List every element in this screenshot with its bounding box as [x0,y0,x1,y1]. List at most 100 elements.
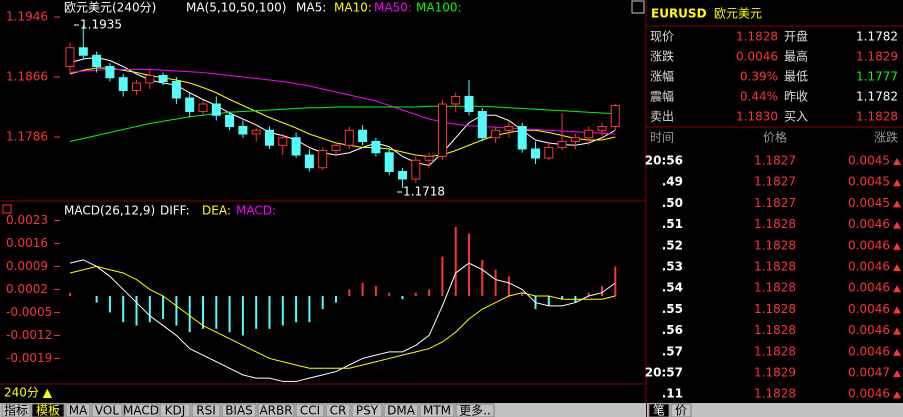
tab[interactable] [295,403,325,417]
y-tick-label: 1.1786 [6,130,48,144]
quote-value: 0.0046 [736,50,778,64]
tab[interactable] [159,403,191,417]
trade-change: 0.0046 [848,302,890,316]
trade-price: 1.1827 [754,175,796,189]
tab-label[interactable]: RSI [196,404,216,417]
trade-change: 0.0045 [848,196,890,210]
tab-label[interactable]: VOL [95,404,119,417]
y-tick-label: 0.0023 [6,213,48,227]
candle-body [584,129,594,139]
tab[interactable] [31,403,65,417]
tab-label[interactable]: KDJ [165,404,186,417]
side-tab[interactable] [648,403,670,417]
trade-price: 1.1827 [754,154,796,168]
tab-label[interactable]: PSY [356,404,379,417]
trade-time: .54 [662,281,683,295]
trade-time: .53 [662,260,683,274]
quote-value: 1.1828 [736,30,778,44]
trade-price: 1.1828 [754,260,796,274]
tab[interactable] [257,403,295,417]
tab-label[interactable]: MTM [423,404,451,417]
candle-body [517,126,527,150]
tab[interactable] [123,403,159,417]
column-header: 时间 [650,131,674,145]
tab-label[interactable]: MA [69,404,88,417]
candle-body [304,154,314,169]
candle-body [371,141,381,154]
tab[interactable] [351,403,383,417]
tab-label[interactable]: BIAS [225,404,253,417]
trade-time: .49 [662,175,683,189]
candle-body [531,148,540,159]
candle-body [544,147,554,159]
tab[interactable] [455,403,495,417]
trade-time: .51 [662,217,683,231]
ma-line [69,105,616,142]
side-tab-label[interactable]: 价 [675,404,687,417]
tab[interactable] [191,403,221,417]
candle-body [211,103,221,116]
tab[interactable] [65,403,91,417]
candle-body [411,159,421,180]
quote-label: 最低 [784,70,808,84]
candle-body [504,126,514,131]
tab[interactable] [1,403,31,417]
candle-body [464,96,474,112]
quote-value: 1.1782 [856,30,898,44]
tab[interactable] [383,403,419,417]
quote-value: 0.44% [740,90,778,104]
candle-body [278,137,288,146]
tab-label[interactable]: 更多.. [459,404,491,417]
trade-time: .11 [662,387,683,401]
tab[interactable] [419,403,455,417]
candle-body [477,111,487,139]
period[interactable]: 240分 ▲ [4,386,53,400]
candle-body [570,137,580,142]
side-tab[interactable] [670,403,692,417]
candle-body [158,75,168,82]
y-tick-label: 1.1946 [6,10,48,24]
quote-label: 昨收 [784,90,808,104]
trade-change: 0.0046 [848,217,890,231]
trade-change: 0.0046 [848,238,890,252]
trade-change: 0.0047 [848,366,890,380]
column-header: 价格 [763,130,787,145]
trade-change: 0.0046 [848,281,890,295]
tab-label[interactable]: 指标 [4,403,28,417]
ma-label: MA10: [334,1,372,15]
trade-price: 1.1828 [754,238,796,252]
quote-value: 1.1782 [856,90,898,104]
column-header: 涨跌 [874,130,898,145]
candle-body [398,171,407,180]
tab[interactable] [325,403,351,417]
trade-time: .52 [662,238,683,252]
tab[interactable] [221,403,257,417]
candle-body [251,129,261,135]
high-label: 1.1935 [80,18,122,32]
tab-label[interactable]: CR [330,404,347,417]
trade-price: 1.1829 [754,366,796,380]
trade-price: 1.1828 [754,344,796,358]
tab-label[interactable]: MACD [123,404,159,417]
tab-label[interactable]: CCI [300,404,320,417]
quote-label: 最高 [784,49,808,64]
candle-body [358,129,368,142]
candle-body [105,66,115,79]
y-tick-label: 0.0002 [6,282,48,296]
side-tab-label[interactable]: 笔 [653,403,665,417]
candle-body [185,97,195,112]
tab-label[interactable]: 模板 [36,404,60,417]
icon[interactable] [2,204,12,214]
macd-label: MACD: [236,204,276,218]
ma-label: MA50: [374,1,412,15]
trade-change: 0.0046 [848,387,890,401]
icon[interactable] [631,0,645,14]
tab[interactable] [91,403,123,417]
candle-body [238,126,248,135]
candle-body [265,129,274,146]
tab-label[interactable]: DMA [387,404,416,417]
trade-time: .50 [662,196,683,210]
trade-price: 1.1828 [754,281,796,295]
tab-label[interactable]: ARBR [259,404,292,417]
